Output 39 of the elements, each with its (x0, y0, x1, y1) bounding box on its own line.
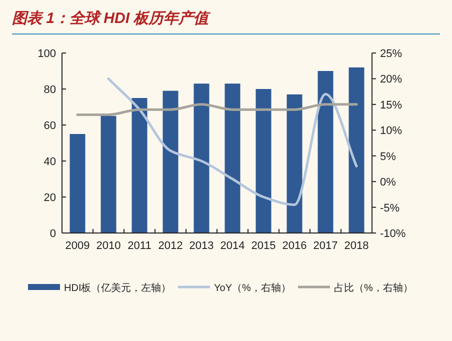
x-tick-label: 2011 (128, 240, 152, 252)
x-tick-label: 2017 (313, 240, 338, 252)
bar (194, 84, 210, 233)
bar (70, 134, 86, 233)
y2-tick-label: 0% (380, 176, 396, 189)
y2-tick-label: -5% (380, 202, 400, 214)
x-tick-label: 2015 (251, 240, 276, 252)
y-tick-label: 80 (44, 84, 56, 96)
y2-tick-label: 5% (380, 150, 396, 163)
bar (132, 98, 148, 233)
x-tick-label: 2018 (344, 240, 369, 252)
y2-tick-label: 25% (380, 48, 402, 60)
y-tick-label: 40 (44, 156, 56, 168)
legend-label: YoY（%，右轴） (214, 282, 291, 294)
y-tick-label: 100 (38, 48, 56, 60)
line-series (107, 77, 358, 206)
bar (348, 67, 364, 233)
bar (318, 71, 334, 233)
y2-tick-label: 20% (380, 74, 402, 86)
y-tick-label: 0 (50, 228, 56, 240)
bar (162, 90, 178, 233)
x-tick-label: 2016 (282, 240, 307, 252)
bar (224, 84, 240, 233)
x-tick-label: 2009 (65, 240, 90, 252)
y-tick-label: 20 (44, 192, 56, 204)
y2-tick-label: -10% (380, 228, 406, 240)
chart-title: 图表 1：全球 HDI 板历年产值 (12, 9, 211, 27)
legend-label: 占比（%，右轴） (334, 282, 413, 294)
y2-tick-label: 15% (380, 99, 402, 112)
y2-tick-label: 10% (380, 125, 402, 138)
y-tick-label: 60 (44, 120, 56, 132)
bar (286, 94, 302, 233)
x-tick-label: 2013 (189, 240, 214, 252)
x-tick-label: 2014 (220, 240, 245, 252)
legend-label: HDI板（亿美元，左轴） (64, 282, 172, 294)
x-tick-label: 2012 (158, 240, 183, 252)
x-tick-label: 2010 (96, 240, 121, 252)
bar (256, 89, 272, 233)
bar (100, 116, 116, 233)
